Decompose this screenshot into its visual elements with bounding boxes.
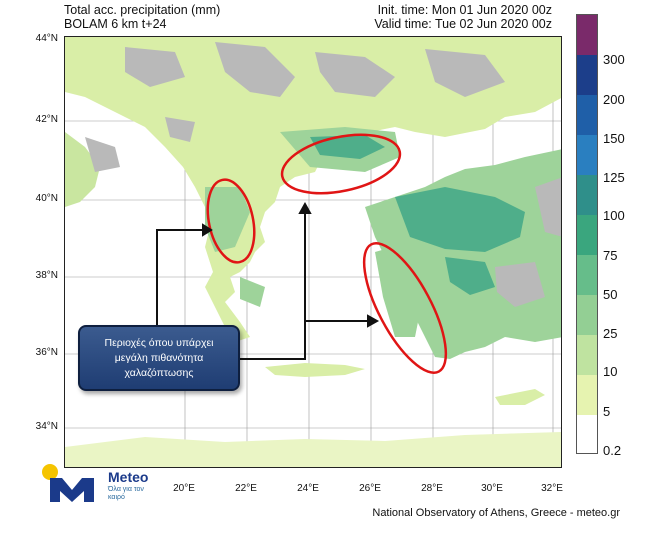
- arrow-to-epirus: [156, 229, 207, 328]
- logo-brand: Meteo: [108, 469, 149, 485]
- init-time: Init. time: Mon 01 Jun 2020 00z: [377, 3, 552, 17]
- callout-arrows: [156, 201, 380, 360]
- arrow-to-thrace: [237, 209, 306, 360]
- colorbar-segment: [577, 335, 597, 375]
- crete-land: [265, 363, 365, 377]
- precipitation-colorbar: [576, 14, 598, 454]
- colorbar-segment: [577, 95, 597, 135]
- lon-label-26: 26°E: [359, 483, 381, 494]
- precipitation-map: [64, 36, 562, 468]
- lon-label-28: 28°E: [421, 483, 443, 494]
- map-title: Total acc. precipitation (mm): [64, 3, 221, 17]
- colorbar-label-75: 75: [603, 248, 618, 263]
- lat-label-38: 38°N: [35, 270, 58, 281]
- callout-text: Περιοχές όπου υπάρχει μεγάλη πιθανότητα …: [104, 336, 214, 379]
- colorbar-label-300: 300: [603, 52, 625, 67]
- colorbar-segment: [577, 415, 597, 453]
- lat-label-40: 40°N: [35, 193, 58, 204]
- balkans-land: [65, 37, 561, 342]
- lon-label-20: 20°E: [173, 483, 195, 494]
- lat-label-42: 42°N: [35, 114, 58, 125]
- lat-label-44: 44°N: [35, 33, 58, 44]
- colorbar-segment: [577, 295, 597, 335]
- colorbar-label-5: 5: [603, 404, 611, 419]
- colorbar-label-50: 50: [603, 287, 618, 302]
- lon-label-22: 22°E: [235, 483, 257, 494]
- highlight-epirus: [206, 178, 256, 264]
- lon-label-32: 32°E: [541, 483, 563, 494]
- lon-label-30: 30°E: [481, 483, 503, 494]
- lat-label-36: 36°N: [35, 347, 58, 358]
- cyprus-land: [495, 389, 545, 405]
- colorbar-label-150: 150: [603, 131, 625, 146]
- colorbar-label-100: 100: [603, 208, 625, 223]
- colorbar-segment: [577, 255, 597, 295]
- italy-land: [65, 132, 100, 207]
- model-label: BOLAM 6 km t+24: [64, 17, 167, 31]
- meteo-logo-mark: [42, 464, 94, 502]
- africa-land: [65, 432, 561, 467]
- colorbar-label-200: 200: [603, 92, 625, 107]
- hail-risk-highlights: [206, 133, 448, 374]
- colorbar-label-10: 10: [603, 364, 618, 379]
- colorbar-segment: [577, 135, 597, 175]
- highlight-aegean-east: [362, 242, 448, 374]
- colorbar-segment: [577, 15, 597, 55]
- map-canvas: [65, 37, 561, 467]
- heavy-precip: [310, 135, 525, 295]
- valid-time: Valid time: Tue 02 Jun 2020 00z: [374, 17, 552, 31]
- colorbar-segment: [577, 55, 597, 95]
- meteo-logo: Meteo Όλα για τον καιρό: [40, 462, 200, 512]
- hail-callout-box: Περιοχές όπου υπάρχει μεγάλη πιθανότητα …: [78, 325, 240, 391]
- colorbar-label-0-2: 0.2: [603, 443, 622, 458]
- colorbar-label-125: 125: [603, 170, 625, 185]
- colorbar-label-25: 25: [603, 326, 618, 341]
- highlight-thrace: [280, 133, 402, 195]
- lon-label-24: 24°E: [297, 483, 319, 494]
- colorbar-segment: [577, 175, 597, 215]
- colorbar-segment: [577, 215, 597, 255]
- footer-credit: National Observatory of Athens, Greece -…: [372, 507, 620, 519]
- colorbar-segment: [577, 375, 597, 415]
- dry-areas: [85, 42, 561, 307]
- lat-label-34: 34°N: [35, 421, 58, 432]
- logo-slogan: Όλα για τον καιρό: [108, 486, 144, 501]
